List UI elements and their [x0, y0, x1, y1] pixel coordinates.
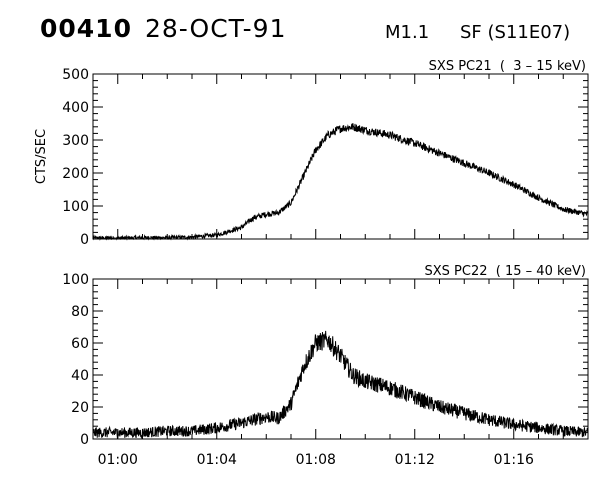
x-tick-label: 01:08 [296, 452, 336, 468]
y-tick-label: 20 [71, 400, 89, 416]
series-line [92, 123, 589, 241]
y-tick-label: 0 [80, 232, 89, 248]
y-tick-label: 80 [71, 304, 89, 320]
y-tick-label: 60 [71, 336, 89, 352]
event-date: 28-OCT-91 [145, 14, 287, 43]
y-tick-label: 300 [62, 133, 89, 149]
flare-class: M1.1 [385, 22, 430, 43]
event-id: 00410 [40, 14, 132, 43]
x-tick-label: 01:00 [98, 452, 138, 468]
x-tick-label: 01:04 [197, 452, 237, 468]
panel-pc21: SXS PC21 ( 3 – 15 keV) CTS/SEC 0 100 200 300 4… [34, 59, 589, 248]
panel-title: SXS PC21 ( 3 – 15 keV) [429, 59, 586, 74]
y-tick-label: 100 [62, 199, 89, 215]
y-tick-label: 40 [71, 368, 89, 384]
y-tick-label: 500 [62, 67, 89, 83]
y-tick-label: 0 [80, 432, 89, 448]
y-axis-label: CTS/SEC [34, 129, 49, 184]
y-tick-label: 400 [62, 100, 89, 116]
series-line [92, 330, 589, 440]
plot-frame [92, 73, 589, 240]
panel-pc22: SXS PC22 ( 15 – 40 keV) 0 20 40 60 80 100 01:00… [62, 264, 589, 468]
flare-location: SF (S11E07) [460, 22, 571, 43]
x-tick-label: 01:16 [494, 452, 534, 468]
y-tick-label: 100 [62, 272, 89, 288]
y-tick-label: 200 [62, 166, 89, 182]
x-tick-label: 01:12 [395, 452, 435, 468]
panel-title: SXS PC22 ( 15 – 40 keV) [425, 264, 586, 279]
